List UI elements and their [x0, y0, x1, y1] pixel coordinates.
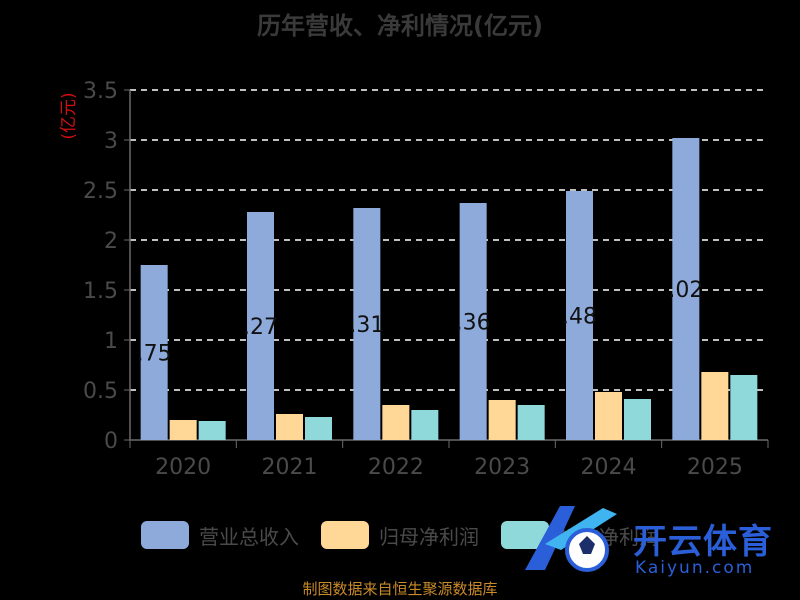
y-tick-label: 3.5	[83, 79, 118, 104]
bar-3	[411, 410, 439, 440]
x-tick-label: 2021	[262, 455, 318, 480]
chart-legend: 营业总收入 归母净利润 扣非净利润	[0, 520, 800, 550]
data-label: .36	[456, 311, 491, 336]
bar-3	[730, 375, 758, 440]
legend-item[interactable]: 归母净利润	[321, 521, 479, 550]
x-tick-label: 2023	[474, 455, 530, 480]
data-label: .02	[668, 278, 703, 303]
y-tick-label: 1	[104, 329, 118, 354]
x-tick-label: 2024	[581, 455, 637, 480]
watermark-sub: Kaiyun.com	[635, 558, 755, 578]
legend-swatch	[141, 521, 189, 549]
bar-1	[672, 138, 700, 440]
y-tick-label: 2	[104, 229, 118, 254]
y-axis-label: (亿元)	[59, 92, 79, 139]
watermark-brand: 开云体育	[633, 522, 773, 562]
legend-label: 归母净利润	[379, 524, 479, 549]
bar-3	[517, 405, 545, 440]
footer-source: 制图数据来自恒生聚源数据库	[302, 580, 498, 598]
watermark-logo: 开云体育 Kaiyun.com	[505, 500, 800, 582]
bar-1	[353, 208, 381, 440]
bar-2	[595, 392, 622, 440]
data-label: .31	[349, 313, 384, 338]
bar-2	[276, 414, 303, 440]
x-tick-label: 2020	[155, 455, 211, 480]
legend-swatch	[321, 521, 369, 549]
bar-1	[140, 265, 168, 440]
y-tick-label: 2.5	[83, 179, 118, 204]
y-tick-label: 0.5	[83, 379, 118, 404]
bar-3	[305, 417, 332, 440]
data-label: .27	[243, 315, 278, 340]
chart-title: 历年营收、净利情况(亿元)	[257, 12, 543, 40]
data-label: .75	[137, 342, 172, 367]
data-label: .48	[562, 305, 597, 330]
y-tick-label: 3	[104, 129, 118, 154]
bar-3	[198, 421, 226, 440]
kaiyun-logo-icon	[525, 506, 617, 572]
bar-2	[382, 405, 410, 440]
x-tick-label: 2025	[687, 455, 743, 480]
y-tick-label: 1.5	[83, 279, 118, 304]
bar-1	[566, 191, 593, 440]
bar-2	[701, 372, 729, 440]
bar-1	[247, 212, 274, 440]
legend-item[interactable]: 营业总收入	[141, 521, 299, 550]
bar-1	[459, 203, 487, 440]
bar-3	[624, 399, 651, 440]
y-tick-label: 0	[104, 429, 118, 454]
legend-label: 营业总收入	[199, 524, 299, 549]
x-tick-label: 2022	[368, 455, 424, 480]
bar-2	[169, 420, 197, 440]
bar-2	[488, 400, 516, 440]
